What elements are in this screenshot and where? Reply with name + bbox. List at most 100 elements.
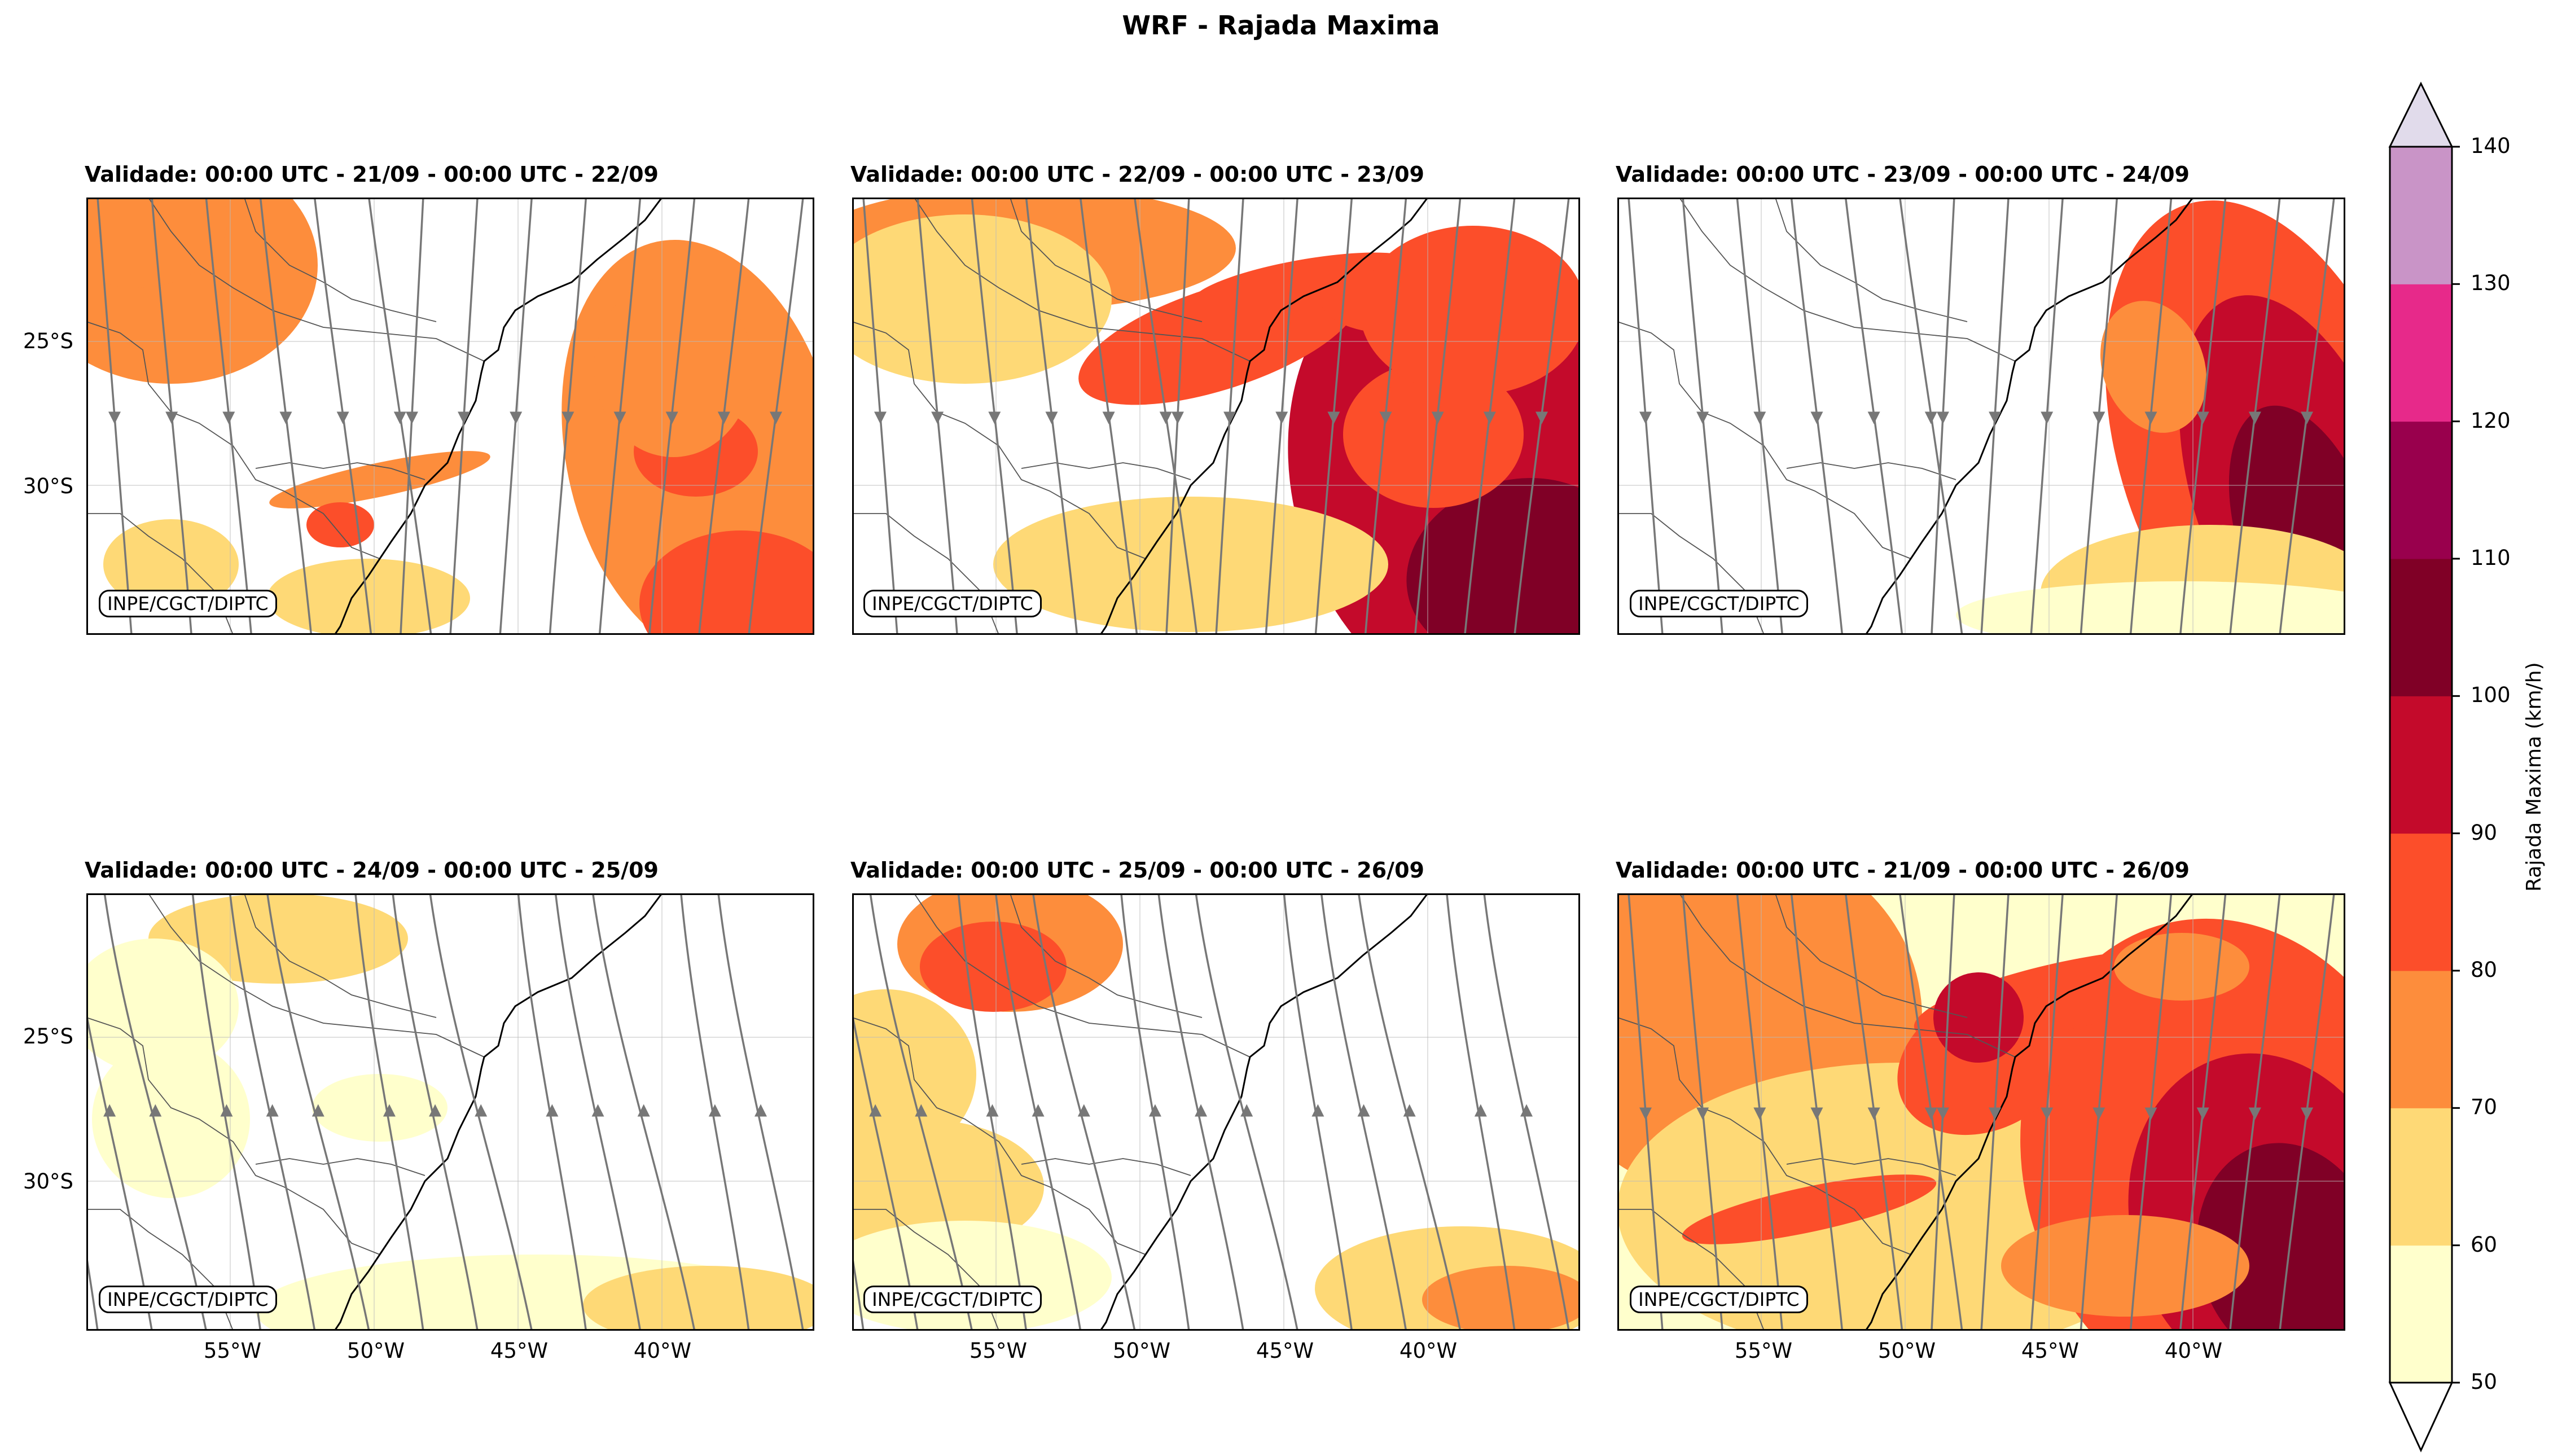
state-border — [86, 321, 380, 559]
credit-box: INPE/CGCT/DIPTC — [863, 590, 1042, 617]
wind-arrowhead — [1639, 1107, 1652, 1120]
wind-arrowhead — [988, 411, 1001, 424]
wind-arrowhead — [708, 1104, 721, 1117]
wind-streamline — [554, 893, 642, 1331]
map-panel-4 — [86, 893, 814, 1331]
colorbar-tick-label: 50 — [2471, 1370, 2498, 1394]
wind-streamline — [86, 1008, 153, 1331]
gust-contour — [2001, 1215, 2249, 1317]
colorbar-segment — [2390, 1245, 2452, 1383]
gust-contour — [2100, 301, 2207, 433]
state-border — [852, 1017, 1146, 1255]
wind-arrowhead — [1753, 1107, 1766, 1120]
wind-arrowhead — [429, 1104, 442, 1117]
wind-arrowhead — [2144, 1107, 2157, 1120]
credit-box: INPE/CGCT/DIPTC — [99, 1286, 277, 1313]
coastline — [1099, 893, 1429, 1331]
map-panel-1 — [86, 198, 814, 635]
colorbar-tick-label: 100 — [2471, 683, 2511, 708]
wind-arrowhead — [336, 411, 349, 424]
lon-label-50w: 50°W — [346, 1339, 405, 1363]
colorbar-tick-label: 140 — [2471, 134, 2511, 158]
lat-label-25s: 25°S — [23, 1024, 73, 1049]
wind-arrowhead — [1045, 411, 1058, 424]
wind-arrowhead — [1077, 1104, 1090, 1117]
gust-contour — [92, 1040, 250, 1198]
state-border — [914, 893, 1251, 1058]
wind-streamline — [591, 893, 696, 1331]
wind-arrowhead — [1357, 1104, 1370, 1117]
wind-arrowhead — [1696, 1107, 1709, 1120]
wind-arrowhead — [1989, 411, 2002, 424]
wind-arrowhead — [1223, 411, 1236, 424]
colorbar-segment — [2390, 833, 2452, 971]
lon-label-45w: 45°W — [2021, 1339, 2080, 1363]
wind-arrowhead — [2041, 411, 2054, 424]
coastline — [1099, 198, 1429, 635]
colorbar-segment — [2390, 421, 2452, 559]
wind-arrowhead — [874, 411, 887, 424]
wind-arrowhead — [1867, 411, 1880, 424]
lon-label-55w: 55°W — [1734, 1339, 1793, 1363]
wind-arrowhead — [2301, 1107, 2313, 1120]
credit-box: INPE/CGCT/DIPTC — [99, 590, 277, 617]
wind-arrowhead — [1924, 411, 1937, 424]
wind-arrowhead — [149, 1104, 162, 1117]
state-border — [1010, 198, 1203, 322]
panel-title-2: Validade: 00:00 UTC - 22/09 - 00:00 UTC … — [850, 162, 1424, 187]
state-border — [255, 462, 425, 480]
colorbar-segment — [2390, 696, 2452, 834]
colorbar-segment — [2390, 147, 2452, 284]
wind-arrowhead — [1275, 411, 1288, 424]
wind-arrowhead — [1102, 411, 1115, 424]
colorbar-tick-label: 110 — [2471, 546, 2511, 570]
colorbar-segment — [2390, 1108, 2452, 1246]
wind-arrowhead — [1753, 411, 1766, 424]
wind-arrowhead — [1936, 411, 1949, 424]
map-panel-6 — [1617, 893, 2345, 1331]
wind-streamline — [429, 893, 533, 1331]
coastline — [1865, 893, 2194, 1331]
wind-arrowhead — [2248, 411, 2261, 424]
wind-arrowhead — [754, 1104, 767, 1117]
state-border — [1617, 321, 1911, 559]
colorbar-tick-label: 120 — [2471, 408, 2511, 433]
wind-arrowhead — [1311, 1104, 1324, 1117]
wind-streamline — [852, 1008, 919, 1331]
gust-contour — [1406, 478, 1580, 635]
lon-label-45w: 45°W — [1256, 1339, 1314, 1363]
gust-contour — [852, 989, 976, 1159]
state-border — [1775, 893, 1968, 1018]
gust-contour — [993, 497, 1388, 632]
state-border — [86, 1017, 380, 1255]
wind-arrowhead — [266, 1104, 279, 1117]
map-panel-3 — [1617, 198, 2345, 635]
wind-arrowhead — [869, 1104, 882, 1117]
wind-arrowhead — [665, 411, 678, 424]
panel-title-1: Validade: 00:00 UTC - 21/09 - 00:00 UTC … — [85, 162, 659, 187]
colorbar-label: Rajada Maxima (km/h) — [2522, 662, 2546, 892]
map-panel-2 — [852, 198, 1580, 635]
gust-contour — [920, 922, 1067, 1012]
wind-arrowhead — [1379, 411, 1392, 424]
gust-contour — [1956, 581, 2345, 635]
wind-arrowhead — [103, 1104, 116, 1117]
wind-arrowhead — [1195, 1104, 1208, 1117]
lon-label-50w: 50°W — [1877, 1339, 1936, 1363]
wind-streamline — [717, 893, 804, 1331]
wind-streamline — [266, 893, 370, 1331]
wind-arrowhead — [1639, 411, 1652, 424]
wind-arrowhead — [1867, 1107, 1880, 1120]
wind-arrowhead — [770, 411, 782, 424]
lon-label-40w: 40°W — [1399, 1339, 1458, 1363]
wind-arrowhead — [312, 1104, 324, 1117]
colorbar-extend-over — [2388, 81, 2454, 148]
state-border — [244, 198, 437, 322]
wind-arrowhead — [108, 411, 121, 424]
wind-arrowhead — [165, 411, 178, 424]
wind-arrowhead — [915, 1104, 928, 1117]
wind-streamline — [869, 893, 973, 1331]
lat-label-30s: 30°S — [23, 1169, 73, 1194]
wind-arrowhead — [931, 411, 944, 424]
colorbar-tick-label: 130 — [2471, 271, 2511, 296]
